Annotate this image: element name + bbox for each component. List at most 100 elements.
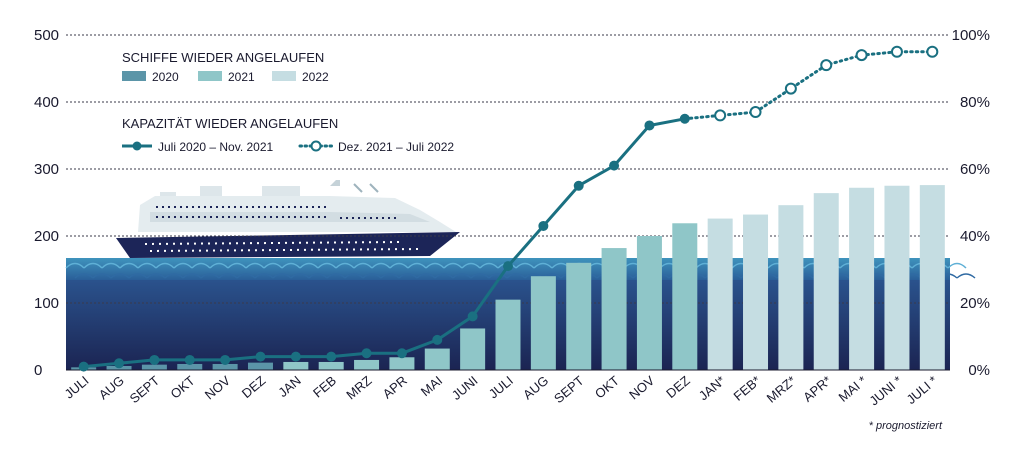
wave-crest — [434, 273, 454, 279]
bar-2022 — [849, 187, 875, 370]
wave-crest — [245, 262, 265, 269]
x-tick-label: DEZ — [663, 373, 693, 401]
wave-crest — [389, 262, 409, 269]
bar-2021 — [283, 361, 309, 370]
legend-swatch-2022 — [272, 71, 296, 81]
line-actual — [83, 117, 686, 369]
line-point-actual — [114, 358, 125, 369]
wave-crest — [380, 273, 400, 279]
wave-crest — [146, 273, 166, 279]
bar-2021 — [318, 361, 344, 370]
wave-crest — [425, 262, 445, 269]
wave-crest — [371, 262, 391, 269]
y-right-tick-label: 40% — [960, 228, 990, 245]
wave-crest — [200, 273, 220, 279]
ship-hull — [116, 232, 460, 258]
x-tick-label: FEB* — [731, 373, 764, 404]
wave-crest — [353, 262, 373, 269]
wave-crest — [398, 273, 418, 279]
legend-label-2020: 2020 — [152, 70, 179, 84]
wave-crest — [65, 262, 85, 269]
bar-2020 — [177, 363, 203, 370]
y-left-tick-label: 200 — [34, 228, 59, 245]
line-point-actual — [467, 311, 478, 322]
line-point-forecast — [926, 45, 939, 58]
wave-crest — [470, 273, 490, 279]
line-point-actual — [255, 351, 266, 362]
legend-label-solid: Juli 2020 – Nov. 2021 — [158, 140, 274, 154]
wave-crest — [128, 273, 148, 279]
x-tick-label: SEPT — [127, 373, 163, 406]
legend-swatch-2021 — [198, 71, 222, 81]
line-point-actual — [290, 351, 301, 362]
wave-crest — [344, 273, 364, 279]
line-point-actual — [361, 348, 372, 359]
line-point-forecast — [749, 106, 762, 119]
bar-2021 — [601, 248, 627, 370]
wave-crest — [191, 262, 211, 269]
bar-2022 — [813, 193, 839, 370]
wave-crest — [317, 262, 337, 269]
bar-2022 — [743, 214, 769, 370]
wave-crest — [362, 273, 382, 279]
x-tick-label: MAI — [418, 373, 445, 399]
x-tick-label: NOV — [626, 373, 657, 403]
wave-crest — [488, 273, 508, 279]
x-axis-ticks: JULI AUG SEPT OKT NOV DEZ JAN FEB MRZ APR MAI JUNI J… — [61, 373, 940, 409]
wave-crest — [110, 273, 130, 279]
x-tick-label: JUNI — [449, 373, 481, 403]
wave-crest — [326, 273, 346, 279]
wave-crest — [272, 273, 292, 279]
legend-label-dotted: Dez. 2021 – Juli 2022 — [338, 140, 454, 154]
x-tick-label: JULI — [61, 373, 91, 402]
wave-crest — [218, 273, 238, 279]
legend-label-2022: 2022 — [302, 70, 329, 84]
bar-2021 — [354, 359, 380, 370]
x-tick-label: JAN* — [696, 373, 728, 404]
legend-marker-solid — [132, 141, 142, 151]
line-point-actual — [149, 354, 160, 365]
bar-2021 — [530, 276, 556, 370]
y-right-tick-label: 20% — [960, 295, 990, 312]
bar-2021 — [389, 357, 415, 370]
wave-crest — [155, 262, 175, 269]
wave-crest — [416, 273, 436, 279]
legend-marker-dotted — [310, 140, 322, 152]
wave-crest — [461, 262, 481, 269]
cruise-ship-illustration — [116, 180, 460, 258]
wave-crest — [308, 273, 328, 279]
bar-2021 — [495, 299, 521, 370]
right-axis-ticks: 0% 20% 40% 60% 80% 100% — [952, 27, 990, 379]
line-point-actual — [503, 261, 513, 272]
wave-crest — [182, 273, 202, 279]
bar-2021 — [636, 236, 662, 370]
wave-crest — [290, 273, 310, 279]
line-point-actual — [396, 348, 407, 359]
legend-label-2021: 2021 — [228, 70, 255, 84]
wave-crest — [506, 273, 526, 279]
legend-lines-title: KAPAZITÄT WIEDER ANGELAUFEN — [122, 116, 338, 131]
wave-crest — [164, 273, 184, 279]
line-point-forecast — [784, 82, 797, 95]
y-left-tick-label: 100 — [34, 295, 59, 312]
y-right-tick-label: 60% — [960, 161, 990, 178]
wave-crest — [227, 262, 247, 269]
wave-crest — [335, 262, 355, 269]
line-point-actual — [220, 354, 231, 365]
wave-crest — [281, 262, 301, 269]
line-point-actual — [644, 120, 655, 131]
x-tick-label: JUNI * — [866, 373, 904, 409]
line-point-actual — [78, 361, 89, 372]
wave-crest — [137, 262, 157, 269]
x-tick-label: DEZ — [239, 373, 269, 401]
bar-2022 — [884, 185, 910, 370]
legend-bars-title: SCHIFFE WIEDER ANGELAUFEN — [122, 50, 324, 65]
x-tick-label: JULI * — [903, 373, 940, 407]
x-tick-label: JULI — [486, 373, 516, 402]
bar-2020 — [247, 362, 273, 370]
line-point-forecast — [890, 45, 903, 58]
wave-crest — [101, 262, 121, 269]
line-point-actual — [679, 113, 690, 124]
wave-crest — [119, 262, 139, 269]
x-tick-label: MRZ — [343, 373, 374, 403]
